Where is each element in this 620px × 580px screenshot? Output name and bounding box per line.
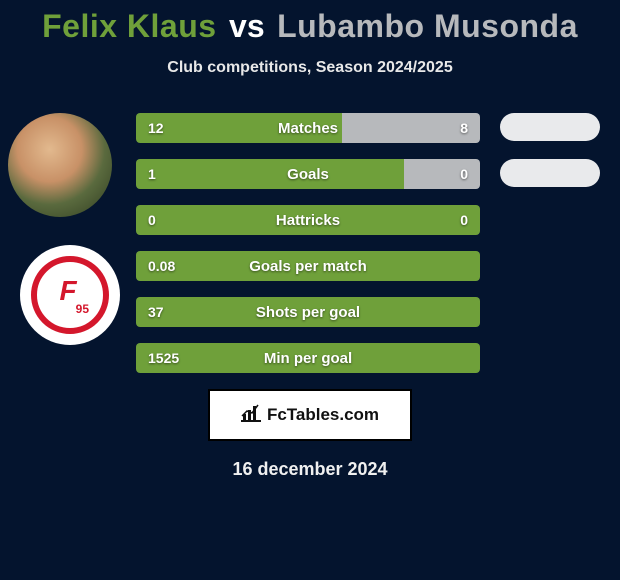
stat-label: Min per goal <box>136 343 480 373</box>
stat-right-value: 0 <box>460 205 468 235</box>
side-pill <box>500 159 600 187</box>
stat-bar: 0Hattricks0 <box>136 205 480 235</box>
player2-name: Lubambo Musonda <box>277 8 578 44</box>
player1-name: Felix Klaus <box>42 8 216 44</box>
vs-text: vs <box>229 8 265 44</box>
stat-label: Matches <box>136 113 480 143</box>
content-area: F 95 12Matches81Goals00Hattricks00.08Goa… <box>0 113 620 373</box>
stat-label: Goals <box>136 159 480 189</box>
stat-bar: 0.08Goals per match <box>136 251 480 281</box>
subtitle: Club competitions, Season 2024/2025 <box>0 59 620 77</box>
stat-right-value: 8 <box>460 113 468 143</box>
stat-right-value: 0 <box>460 159 468 189</box>
stat-bar: 1525Min per goal <box>136 343 480 373</box>
stat-label: Shots per goal <box>136 297 480 327</box>
player1-avatar <box>8 113 112 217</box>
club-letter: F <box>59 275 76 307</box>
brand-box[interactable]: FcTables.com <box>208 389 412 441</box>
side-pill <box>500 113 600 141</box>
bars-container: 12Matches81Goals00Hattricks00.08Goals pe… <box>136 113 480 373</box>
club-badge: F 95 <box>20 245 120 345</box>
title-row: Felix Klaus vs Lubambo Musonda <box>0 0 620 45</box>
stat-bar: 12Matches8 <box>136 113 480 143</box>
chart-icon <box>241 404 261 427</box>
club-number: 95 <box>76 302 89 316</box>
stat-bar: 37Shots per goal <box>136 297 480 327</box>
stat-label: Hattricks <box>136 205 480 235</box>
comparison-card: Felix Klaus vs Lubambo Musonda Club comp… <box>0 0 620 580</box>
club-badge-inner: F 95 <box>31 256 109 334</box>
stat-label: Goals per match <box>136 251 480 281</box>
brand-text: FcTables.com <box>267 405 379 425</box>
date-text: 16 december 2024 <box>0 459 620 480</box>
stat-bar: 1Goals0 <box>136 159 480 189</box>
